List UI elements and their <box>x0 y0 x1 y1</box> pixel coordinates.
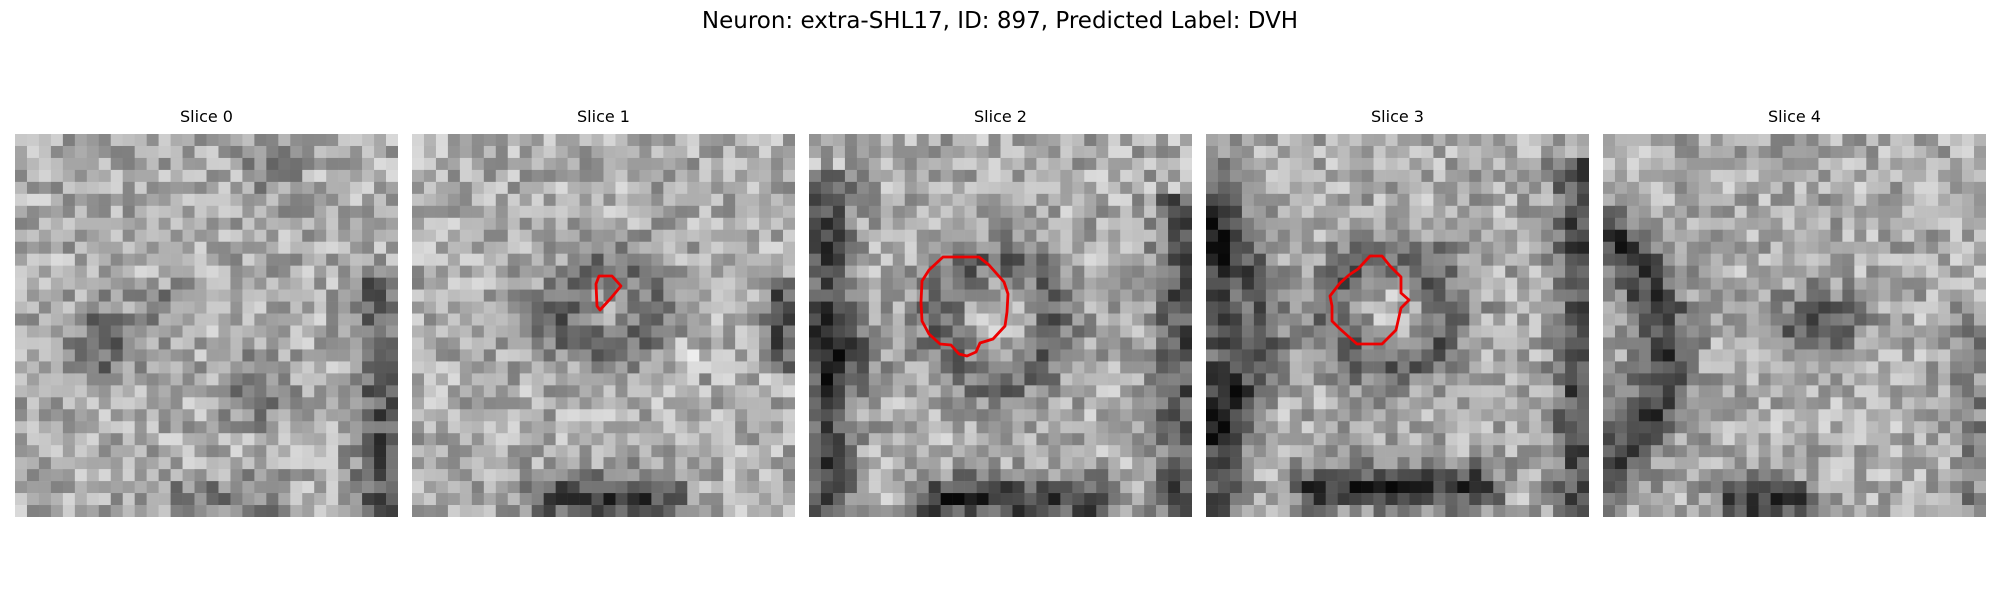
slice-title: Slice 3 <box>1371 107 1424 126</box>
grayscale-slice-image <box>15 134 398 517</box>
slice-title: Slice 4 <box>1768 107 1821 126</box>
roi-outline <box>1328 254 1411 346</box>
roi-outline <box>594 274 623 312</box>
figure-title: Neuron: extra-SHL17, ID: 897, Predicted … <box>701 8 1299 34</box>
slice-title: Slice 1 <box>577 107 630 126</box>
grayscale-slice-image <box>412 134 795 517</box>
grayscale-slice-image <box>809 134 1192 517</box>
roi-outline <box>919 255 1010 358</box>
grayscale-slice-image <box>1603 134 1986 517</box>
grayscale-slice-image <box>1206 134 1589 517</box>
slice-title: Slice 2 <box>974 107 1027 126</box>
slice-title: Slice 0 <box>180 107 233 126</box>
